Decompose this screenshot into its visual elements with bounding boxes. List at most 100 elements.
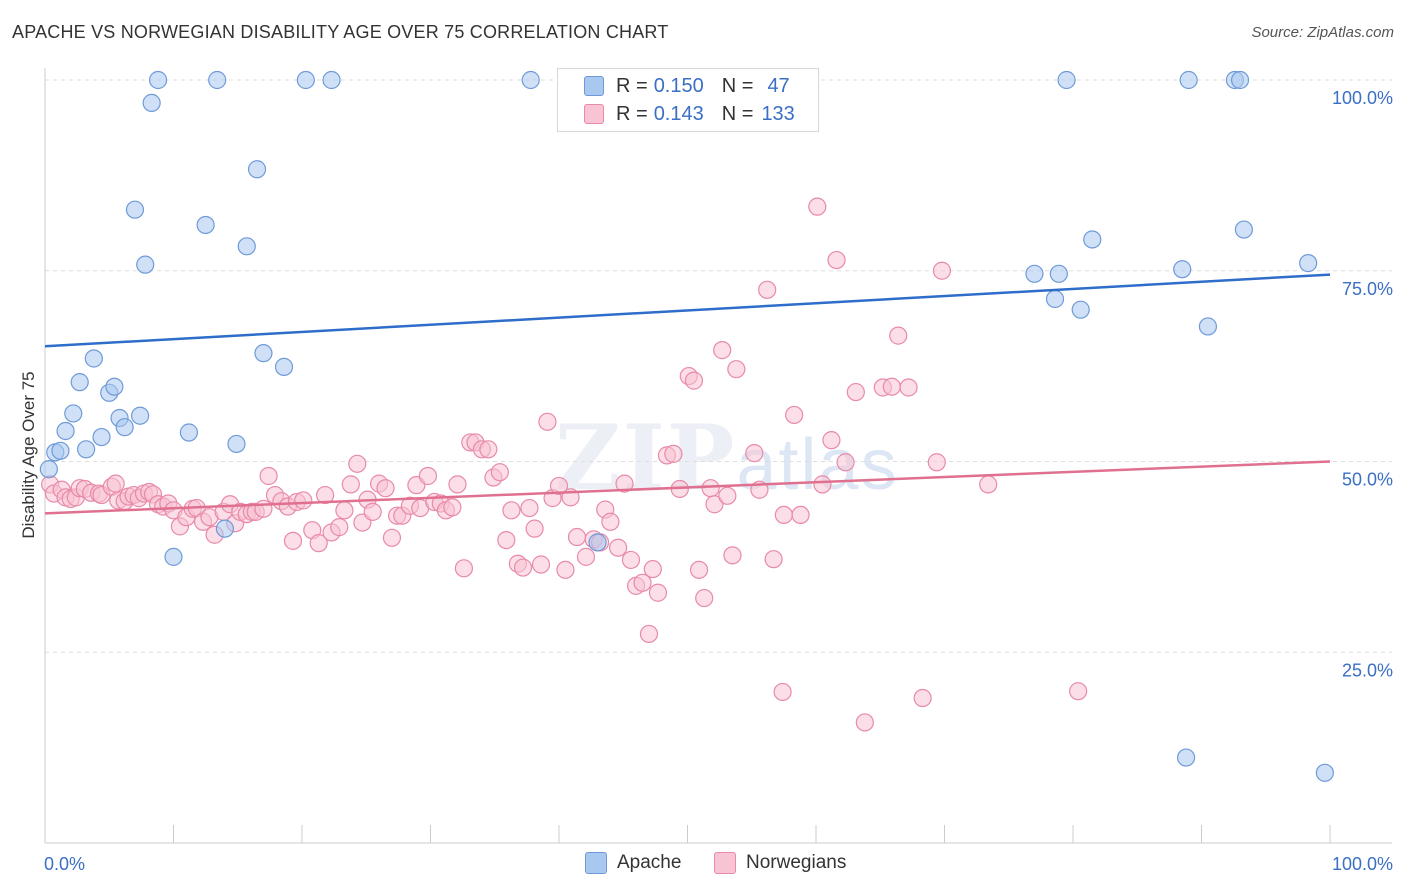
axes — [44, 68, 1392, 844]
apache-point — [1173, 260, 1192, 279]
apache-point — [521, 70, 540, 90]
tick-labels: 25.0% 50.0% 75.0% 100.0% 0.0% 100.0% Disabilit… — [19, 88, 1393, 874]
apache-point — [1234, 220, 1254, 239]
y-axis-title: Disability Age Over 75 — [19, 371, 38, 538]
norwegians-point — [376, 479, 395, 498]
apache-point — [227, 434, 246, 454]
apache-point — [588, 533, 607, 552]
norwegians-point — [335, 501, 354, 520]
norwegians-point — [341, 475, 360, 494]
norwegians-point — [502, 501, 521, 520]
norwegians-point — [254, 499, 273, 518]
apache-point — [1083, 230, 1102, 249]
norwegians-point — [785, 405, 804, 425]
norwegians-point — [927, 453, 946, 472]
legend-item-norwegians[interactable]: Norwegians — [714, 852, 846, 874]
apache-point — [39, 460, 58, 479]
y-tick-label: 75.0% — [1342, 279, 1393, 299]
legend-label-norwegians: Norwegians — [746, 852, 847, 873]
apache-point — [164, 547, 183, 566]
r-label: R = — [616, 74, 648, 97]
legend-row-norwegians: R = 0.143 N = 133 — [584, 101, 795, 127]
apache-point — [1071, 300, 1090, 319]
apache-point — [1230, 70, 1250, 90]
norwegians-point — [418, 466, 438, 486]
legend-label-apache: Apache — [617, 852, 682, 873]
norwegians-point — [497, 530, 516, 550]
n-label: N = — [721, 74, 754, 97]
apache-point — [296, 70, 315, 90]
norwegians-point — [808, 197, 827, 216]
norwegians-point — [454, 559, 474, 578]
norwegians-points — [41, 197, 1088, 732]
legend-item-apache[interactable]: Apache — [585, 852, 681, 874]
norwegians-point — [773, 682, 792, 702]
n-value: 47 — [767, 74, 790, 97]
norwegians-point — [633, 573, 652, 592]
apache-point — [247, 160, 267, 179]
norwegians-point — [479, 440, 498, 459]
norwegians-point — [1069, 682, 1088, 701]
norwegians-point — [695, 588, 714, 608]
norwegians-point — [601, 512, 620, 531]
norwegians-point — [913, 688, 932, 708]
norwegians-point — [764, 550, 783, 569]
norwegians-point — [664, 444, 683, 463]
norwegians-point — [705, 495, 724, 514]
apache-point — [84, 349, 103, 368]
norwegians-point — [689, 560, 709, 579]
norwegians-point — [490, 463, 509, 482]
norwegians-point — [348, 454, 367, 473]
norwegians-point — [538, 412, 557, 431]
norwegians-point — [448, 475, 467, 494]
apache-point — [254, 344, 273, 363]
norwegians-point — [382, 528, 402, 547]
norwegians-point — [513, 558, 533, 577]
norwegians-point — [979, 475, 998, 494]
apache-point — [179, 423, 199, 442]
norwegians-point — [294, 491, 313, 510]
norwegians-point — [648, 583, 668, 602]
apache-point — [125, 200, 145, 219]
trend-lines — [44, 273, 1331, 515]
norwegians-point — [899, 378, 918, 397]
chart-title: APACHE VS NORWEGIAN DISABILITY AGE OVER … — [12, 22, 669, 42]
norwegians-point — [567, 527, 587, 547]
apache-point — [215, 519, 234, 538]
norwegians-point — [855, 713, 874, 732]
norwegians-point — [882, 377, 901, 396]
norwegians-point — [718, 486, 737, 505]
grid-lines — [45, 79, 1392, 653]
norwegians-point — [713, 341, 732, 360]
norwegians-point — [316, 485, 335, 505]
apache-point — [1045, 289, 1065, 309]
source-label: Source: ZipAtlas.com — [1251, 24, 1394, 41]
norwegians-point — [615, 474, 634, 493]
norwegians-point — [309, 534, 328, 553]
r-value: 0.150 — [653, 74, 704, 97]
x-tick-label: 100.0% — [1332, 854, 1393, 874]
norwegians-point — [283, 531, 303, 550]
y-tick-label: 25.0% — [1342, 660, 1393, 680]
norwegians-point — [549, 476, 569, 496]
apache-point — [92, 427, 111, 447]
correlation-legend: R = 0.150 N = 47 R = 0.143 N = 133 — [557, 68, 819, 132]
norwegians-swatch — [584, 104, 604, 124]
norwegians-point — [643, 559, 662, 579]
apache-point — [64, 404, 83, 423]
norwegians-point — [889, 326, 908, 345]
apache-point — [196, 215, 215, 235]
norwegians-point — [836, 453, 855, 472]
norwegians-point — [639, 624, 659, 644]
norwegians-point — [727, 360, 746, 379]
norwegians-point — [621, 550, 641, 570]
apache-point — [56, 421, 75, 441]
apache-point — [77, 440, 96, 459]
apache-swatch — [584, 76, 604, 96]
apache-trend-line — [44, 273, 1331, 348]
norwegians-point — [520, 498, 539, 518]
norwegians-point — [106, 474, 125, 493]
norwegians-point — [531, 555, 551, 574]
legend-row-apache: R = 0.150 N = 47 — [584, 73, 790, 99]
